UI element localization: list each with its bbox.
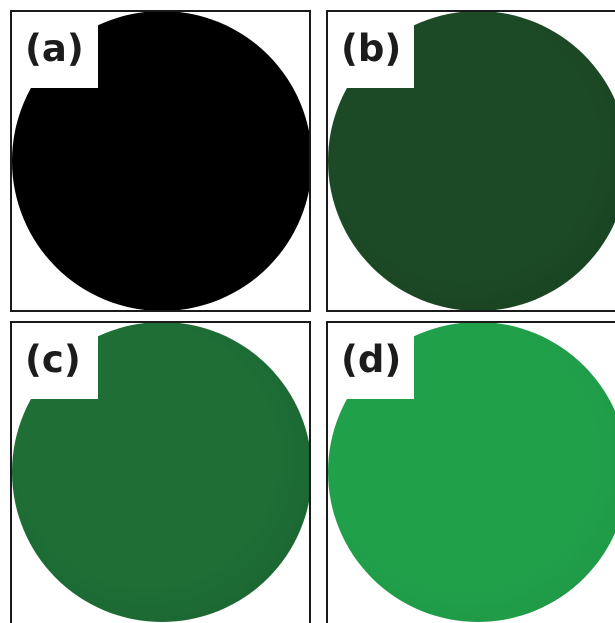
panel-c: (c) [10,321,311,623]
panel-b: (b) [326,10,615,312]
panel-a: (a) [10,10,311,312]
panel-label-b: (b) [341,27,402,70]
label-box-d: (d) [328,323,414,399]
label-box-a: (a) [12,12,98,88]
label-box-b: (b) [328,12,414,88]
panel-d: (d) [326,321,615,623]
panel-label-a: (a) [25,27,84,70]
panel-label-d: (d) [341,338,402,381]
panel-label-c: (c) [25,338,81,381]
label-box-c: (c) [12,323,98,399]
